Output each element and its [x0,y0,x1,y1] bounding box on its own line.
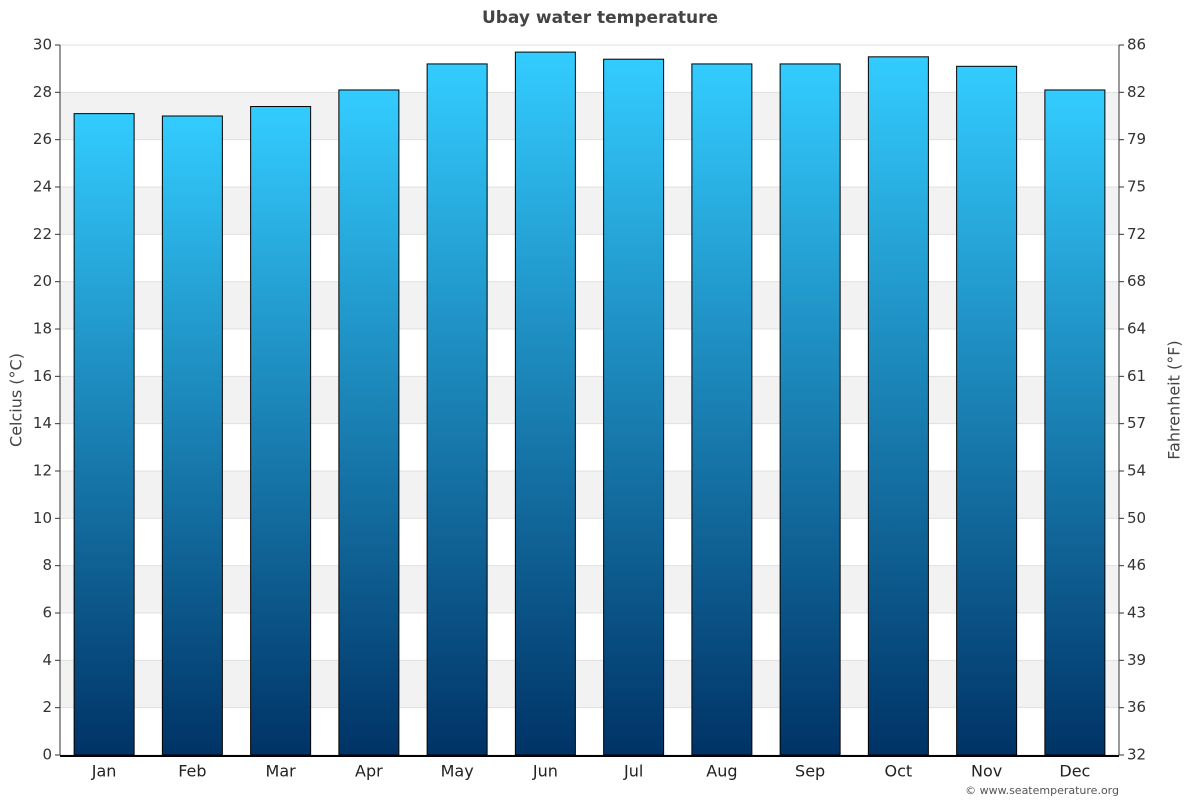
y-tick-label: 2 [42,698,52,716]
y-tick-label: 20 [33,272,52,290]
x-tick-label: Nov [971,762,1002,781]
y2-tick-label: 46 [1127,556,1146,574]
y2-tick-label: 39 [1127,651,1146,669]
y-tick-label: 18 [33,320,52,338]
bar [603,58,665,756]
y2-tick-label: 79 [1127,130,1146,148]
grid-band [60,187,1119,235]
x-tick-label: Jun [532,762,558,781]
x-tick-label: Jan [91,762,117,781]
y2-tick-label: 43 [1127,604,1146,622]
bar [73,113,135,756]
bar [956,65,1018,756]
y2-tick-label: 75 [1127,178,1146,196]
bar [250,106,312,756]
bar [426,63,488,756]
y-tick-label: 4 [42,651,52,669]
y-axis-title: Celcius (°C) [7,353,26,447]
y2-tick-label: 72 [1127,225,1146,243]
grid-band [60,281,1119,329]
grid-band [60,376,1119,424]
y-tick-label: 6 [42,604,52,622]
y-tick-label: 8 [42,556,52,574]
bar [514,51,576,756]
x-tick-label: Sep [795,762,825,781]
y2-tick-label: 86 [1127,36,1146,54]
bar [691,63,753,756]
bar [867,56,929,756]
x-tick-label: Dec [1059,762,1090,781]
y2-tick-label: 82 [1127,83,1146,101]
y2-tick-label: 32 [1127,746,1146,764]
y-tick-label: 26 [33,130,52,148]
y-tick-label: 22 [33,225,52,243]
y2-axis-title: Fahrenheit (°F) [1165,340,1184,459]
x-tick-label: Oct [885,762,913,781]
y-tick-label: 16 [33,367,52,385]
bar [161,115,223,756]
y-tick-label: 0 [42,746,52,764]
y2-tick-label: 57 [1127,414,1146,432]
y2-tick-label: 36 [1127,698,1146,716]
grid-band [60,471,1119,519]
credit: © www.seatemperature.org [965,784,1119,797]
y-tick-label: 14 [33,414,52,432]
bar [779,63,841,756]
x-tick-label: Aug [706,762,737,781]
y-tick-label: 30 [33,36,52,54]
y-tick-label: 10 [33,509,52,527]
x-tick-label: Mar [266,762,297,781]
grid-band [60,565,1119,613]
x-tick-label: May [441,762,474,781]
y-tick-label: 24 [33,178,52,196]
x-tick-label: Apr [355,762,383,781]
y-tick-label: 12 [33,462,52,480]
bar [1044,89,1106,756]
y2-tick-label: 64 [1127,320,1146,338]
grid-band [60,660,1119,708]
y2-tick-label: 68 [1127,272,1146,290]
x-tick-label: Feb [178,762,206,781]
y2-tick-label: 54 [1127,462,1146,480]
y-tick-label: 28 [33,83,52,101]
bar [338,89,400,756]
y2-tick-label: 50 [1127,509,1146,527]
grid-bands [60,92,1119,708]
chart-title: Ubay water temperature [482,8,718,28]
x-tick-label: Jul [623,762,643,781]
grid-band [60,92,1119,140]
y2-tick-label: 61 [1127,367,1146,385]
